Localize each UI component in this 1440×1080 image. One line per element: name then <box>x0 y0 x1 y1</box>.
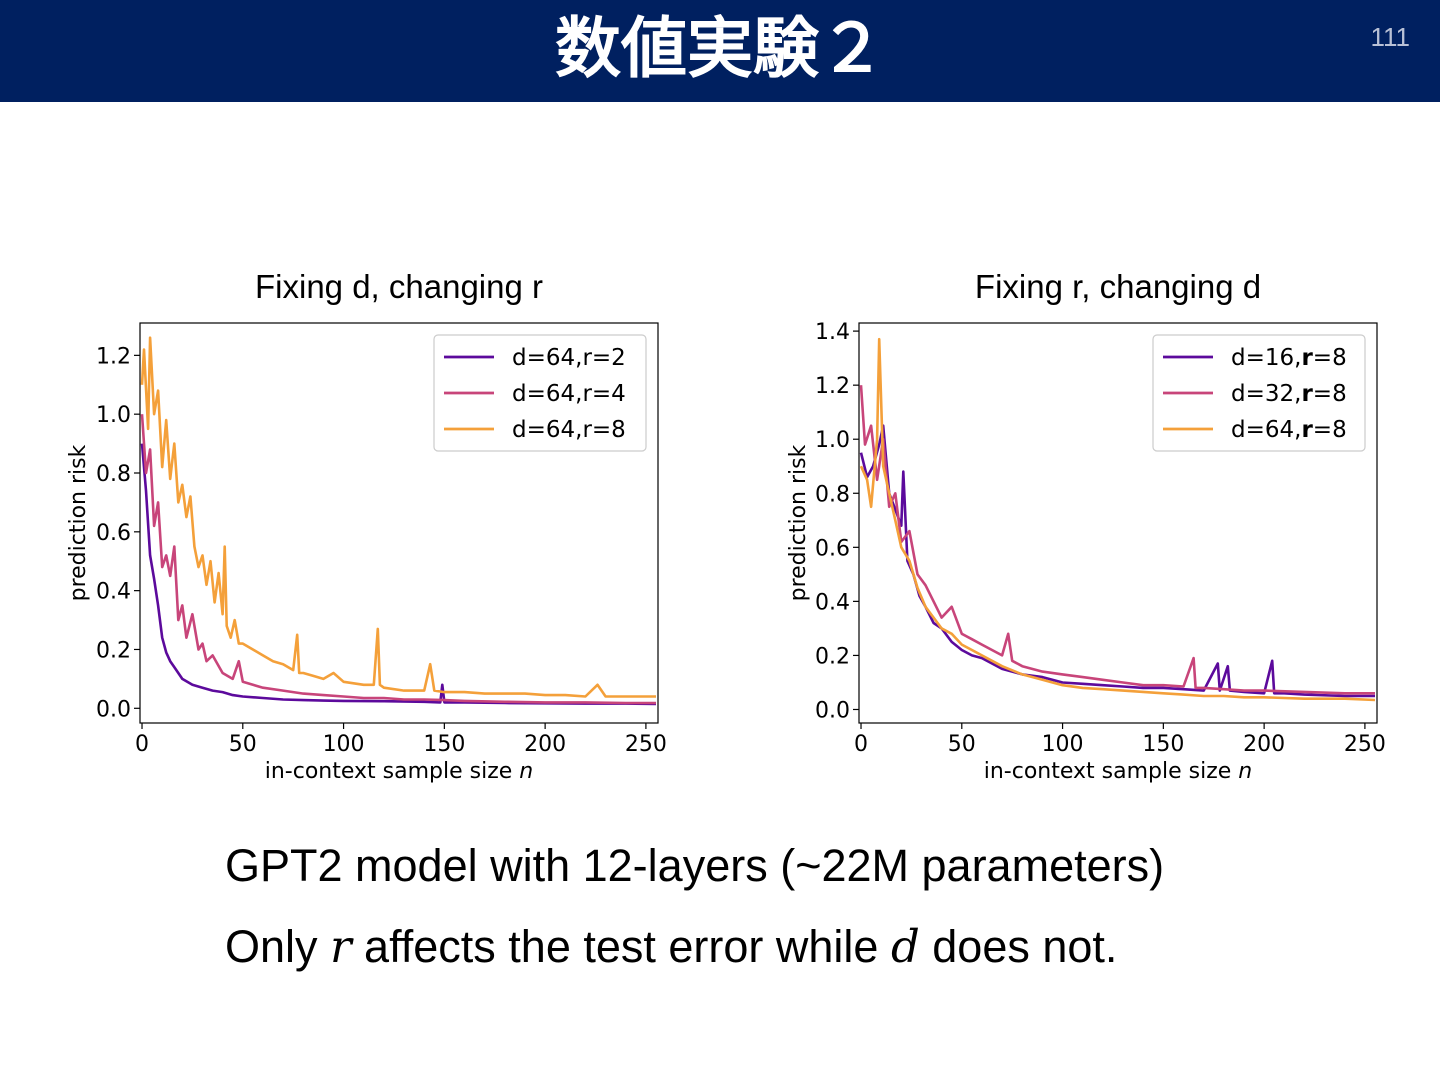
page-number: 111 <box>1370 22 1410 52</box>
series-line-left-1 <box>140 443 657 706</box>
caption-conclusion: Only r affects the test error while d do… <box>225 920 1117 973</box>
y-tick-label-right: 1.4 <box>815 320 850 345</box>
caption-text-1: Only <box>225 921 331 972</box>
x-tick-label-left: 250 <box>625 732 667 757</box>
y-tick-label-right: 0.8 <box>815 482 850 507</box>
slide-title: 数値実験２ <box>555 10 885 87</box>
x-tick-label-right: 250 <box>1344 732 1386 757</box>
x-tick-label-right: 100 <box>1042 732 1084 757</box>
x-axis-label-var-right: n <box>1238 759 1252 784</box>
legend-label-part: =8 <box>1313 417 1347 443</box>
legend-label-part: d=32, <box>1231 381 1301 407</box>
legend-label-part: d=16, <box>1231 345 1301 371</box>
y-tick-label-left: 0.6 <box>96 521 131 546</box>
series-line-right-3 <box>859 337 1376 702</box>
caption-var-d: d <box>890 920 920 973</box>
x-tick-label-right: 0 <box>854 732 868 757</box>
x-tick-label-right: 50 <box>948 732 976 757</box>
y-tick-label-right: 1.0 <box>815 428 850 453</box>
plot-frame-left <box>139 322 659 724</box>
x-axis-label-left: in-context sample size n <box>265 759 534 784</box>
y-tick-label-left: 1.0 <box>96 403 131 428</box>
x-axis-label-text-right: in-context sample size <box>984 759 1239 784</box>
title-bar <box>0 0 1440 102</box>
legend-label-part: =8 <box>1313 345 1347 371</box>
y-axis-label-left: prediction risk <box>66 444 91 601</box>
y-axis-label-right: prediction risk <box>786 444 811 601</box>
legend-label-part: =8 <box>1313 381 1347 407</box>
x-tick-label-left: 200 <box>524 732 566 757</box>
y-tick-label-left: 0.8 <box>96 462 131 487</box>
legend-label-right-1: d=16,r=8 <box>1231 345 1347 371</box>
legend-box-left <box>433 334 647 452</box>
caption-text-3: does not. <box>919 921 1118 972</box>
legend-label-part: r <box>1301 417 1313 443</box>
legend-label-left-2: d=64,r=4 <box>512 381 626 407</box>
x-axis-label-var-left: n <box>519 759 533 784</box>
x-axis-label-right: in-context sample size n <box>984 759 1253 784</box>
y-tick-label-left: 0.2 <box>96 638 131 663</box>
y-tick-label-right: 1.2 <box>815 374 850 399</box>
y-tick-label-right: 0.6 <box>815 536 850 561</box>
y-tick-label-right: 0.2 <box>815 644 850 669</box>
x-tick-label-right: 150 <box>1142 732 1184 757</box>
legend-label-left-3: d=64,r=8 <box>512 417 626 443</box>
y-tick-label-left: 1.2 <box>96 344 131 369</box>
plot-frame-right <box>858 322 1378 724</box>
legend-label-left-1: d=64,r=2 <box>512 345 626 371</box>
legend-label-right-2: d=32,r=8 <box>1231 381 1347 407</box>
legend-label-part: r <box>1301 381 1313 407</box>
x-tick-label-left: 0 <box>135 732 149 757</box>
series-line-right-1 <box>859 424 1375 698</box>
x-axis-label-text-left: in-context sample size <box>265 759 520 784</box>
legend-label-part: r <box>1301 345 1313 371</box>
series-line-left-2 <box>140 414 656 705</box>
series-line-right-2 <box>859 385 1375 695</box>
y-tick-label-right: 0.4 <box>815 590 850 615</box>
legend-label-right-3: d=64,r=8 <box>1231 417 1347 443</box>
y-tick-label-left: 0.0 <box>96 697 131 722</box>
chart-title-right: Fixing r, changing d <box>974 268 1262 305</box>
legend-box-right <box>1152 334 1366 452</box>
y-tick-label-right: 0.0 <box>815 698 850 723</box>
chart-title-left: Fixing d, changing r <box>255 268 543 305</box>
series-line-left-3 <box>140 336 656 698</box>
caption-var-r: r <box>330 920 352 973</box>
legend-label-part: d=64, <box>1231 417 1301 443</box>
caption-text-2: affects the test error while <box>351 921 891 972</box>
x-tick-label-left: 100 <box>323 732 365 757</box>
caption-model: GPT2 model with 12-layers (~22M paramete… <box>225 840 1165 891</box>
x-tick-label-right: 200 <box>1243 732 1285 757</box>
x-tick-label-left: 50 <box>229 732 257 757</box>
y-tick-label-left: 0.4 <box>96 580 131 605</box>
x-tick-label-left: 150 <box>423 732 465 757</box>
